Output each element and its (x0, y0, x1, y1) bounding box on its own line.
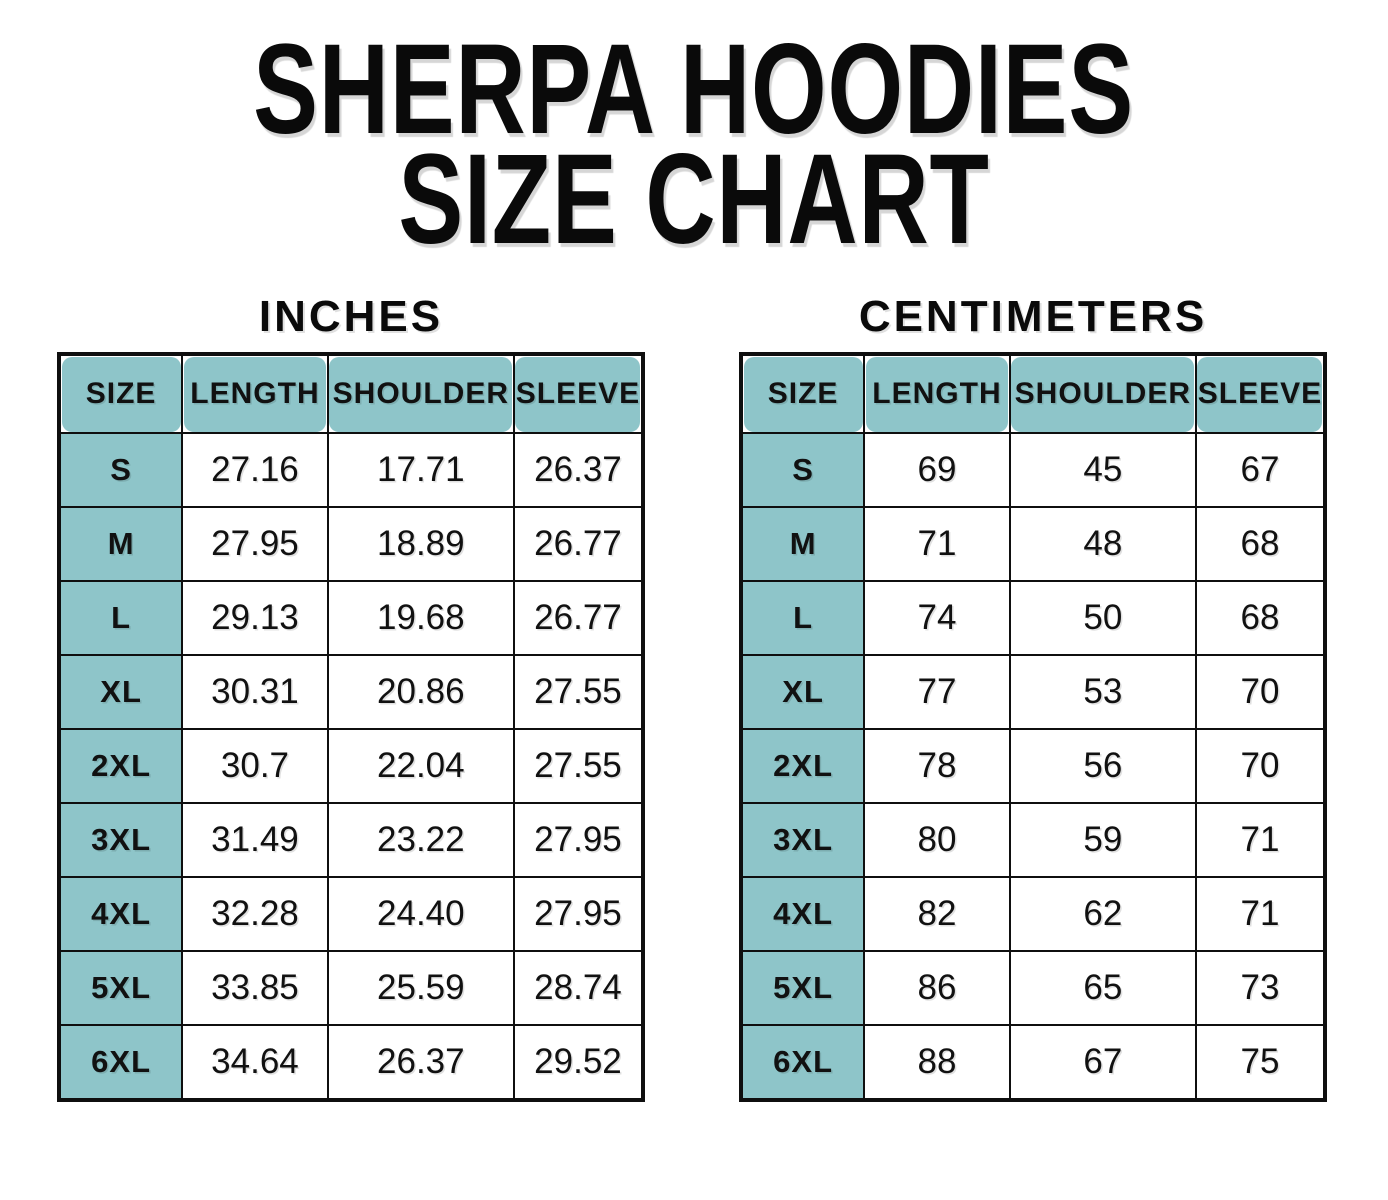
length-value-cell: 30.7 (182, 729, 328, 803)
sleeve-value-cell: 27.55 (513, 729, 642, 803)
shoulder-value-cell: 23.22 (327, 803, 514, 877)
page-title-text-2: SIZE CHART (398, 128, 990, 271)
shoulder-value-cell: 56 (1009, 729, 1196, 803)
sleeve-value-cell: 28.74 (513, 951, 642, 1025)
size-label-cell: 2XL (60, 729, 183, 803)
length-value-cell: 88 (864, 1025, 1010, 1099)
length-value-cell: 69 (864, 433, 1010, 507)
shoulder-value-cell: 50 (1009, 581, 1196, 655)
size-label-cell: 6XL (742, 1025, 865, 1099)
length-value-cell: 34.64 (182, 1025, 328, 1099)
centimeters-column-header-shoulder: SHOULDER (1009, 355, 1196, 433)
sleeve-value-cell: 27.95 (513, 803, 642, 877)
shoulder-value-cell: 26.37 (327, 1025, 514, 1099)
sleeve-value-cell: 70 (1195, 655, 1324, 729)
length-value-cell: 29.13 (182, 581, 328, 655)
shoulder-value-cell: 67 (1009, 1025, 1196, 1099)
inches-size-table: SIZE LENGTH SHOULDER SLEEVE S 27.16 17.71 2… (57, 352, 645, 1102)
size-label-cell: 3XL (60, 803, 183, 877)
sleeve-value-cell: 29.52 (513, 1025, 642, 1099)
shoulder-value-cell: 59 (1009, 803, 1196, 877)
inches-column-header-size: SIZE (60, 355, 183, 433)
shoulder-value-cell: 25.59 (327, 951, 514, 1025)
size-label-cell: M (60, 507, 183, 581)
size-label-cell: 3XL (742, 803, 865, 877)
shoulder-value-cell: 62 (1009, 877, 1196, 951)
sleeve-value-cell: 26.77 (513, 581, 642, 655)
inches-column-header-length: LENGTH (182, 355, 328, 433)
sleeve-value-cell: 26.77 (513, 507, 642, 581)
inches-column-header-shoulder: SHOULDER (327, 355, 514, 433)
size-label-cell: S (60, 433, 183, 507)
centimeters-table-title: CENTIMETERS (858, 292, 1208, 341)
shoulder-value-cell: 20.86 (327, 655, 514, 729)
size-label-cell: 5XL (60, 951, 183, 1025)
sleeve-value-cell: 68 (1195, 581, 1324, 655)
length-value-cell: 31.49 (182, 803, 328, 877)
size-label-cell: L (742, 581, 865, 655)
sleeve-value-cell: 71 (1195, 803, 1324, 877)
centimeters-size-table: SIZE LENGTH SHOULDER SLEEVE S 69 45 67 M 71 48… (739, 352, 1327, 1102)
shoulder-value-cell: 48 (1009, 507, 1196, 581)
size-label-cell: XL (742, 655, 865, 729)
length-value-cell: 32.28 (182, 877, 328, 951)
shoulder-value-cell: 17.71 (327, 433, 514, 507)
centimeters-column-header-sleeve: SLEEVE (1195, 355, 1324, 433)
sleeve-value-cell: 26.37 (513, 433, 642, 507)
inches-table-title: INCHES (258, 292, 444, 341)
size-label-cell: L (60, 581, 183, 655)
sleeve-value-cell: 67 (1195, 433, 1324, 507)
shoulder-value-cell: 18.89 (327, 507, 514, 581)
length-value-cell: 30.31 (182, 655, 328, 729)
shoulder-value-cell: 45 (1009, 433, 1196, 507)
shoulder-value-cell: 24.40 (327, 877, 514, 951)
length-value-cell: 82 (864, 877, 1010, 951)
page-title-text-1: SHERPA HOODIES (253, 18, 1135, 161)
shoulder-value-cell: 22.04 (327, 729, 514, 803)
size-label-cell: S (742, 433, 865, 507)
sleeve-value-cell: 71 (1195, 877, 1324, 951)
shoulder-value-cell: 53 (1009, 655, 1196, 729)
page-title: SHERPA HOODIES SIZE CHART (0, 18, 1388, 271)
length-value-cell: 74 (864, 581, 1010, 655)
size-label-cell: XL (60, 655, 183, 729)
shoulder-value-cell: 19.68 (327, 581, 514, 655)
length-value-cell: 27.95 (182, 507, 328, 581)
centimeters-column-header-size: SIZE (742, 355, 865, 433)
inches-column-header-sleeve: SLEEVE (513, 355, 642, 433)
size-label-cell: 5XL (742, 951, 865, 1025)
sleeve-value-cell: 73 (1195, 951, 1324, 1025)
size-label-cell: 4XL (60, 877, 183, 951)
length-value-cell: 86 (864, 951, 1010, 1025)
sleeve-value-cell: 68 (1195, 507, 1324, 581)
page-title-line-1: SHERPA HOODIES (0, 18, 1388, 161)
length-value-cell: 71 (864, 507, 1010, 581)
length-value-cell: 27.16 (182, 433, 328, 507)
centimeters-column-header-length: LENGTH (864, 355, 1010, 433)
inches-table-section: INCHES SIZE LENGTH SHOULDER SLEEVE S 27.1… (57, 294, 645, 1102)
length-value-cell: 33.85 (182, 951, 328, 1025)
sleeve-value-cell: 70 (1195, 729, 1324, 803)
centimeters-table-section: CENTIMETERS SIZE LENGTH SHOULDER SLEEVE … (739, 294, 1327, 1102)
sleeve-value-cell: 27.55 (513, 655, 642, 729)
shoulder-value-cell: 65 (1009, 951, 1196, 1025)
size-label-cell: M (742, 507, 865, 581)
length-value-cell: 78 (864, 729, 1010, 803)
sleeve-value-cell: 75 (1195, 1025, 1324, 1099)
size-label-cell: 4XL (742, 877, 865, 951)
page-title-line-2: SIZE CHART (0, 128, 1388, 271)
size-label-cell: 2XL (742, 729, 865, 803)
length-value-cell: 80 (864, 803, 1010, 877)
sleeve-value-cell: 27.95 (513, 877, 642, 951)
size-label-cell: 6XL (60, 1025, 183, 1099)
length-value-cell: 77 (864, 655, 1010, 729)
